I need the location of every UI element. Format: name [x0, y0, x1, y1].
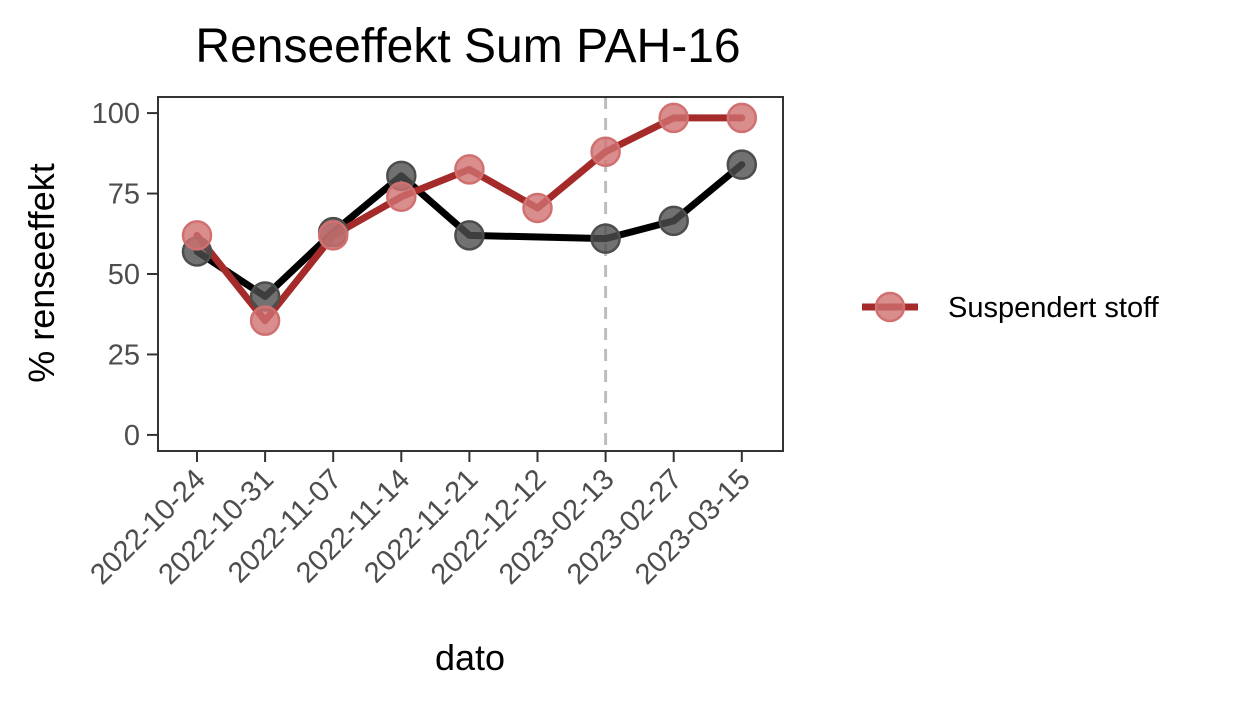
- data-point-black: [454, 220, 485, 251]
- data-point-red: [181, 220, 213, 251]
- axis-layer: 02550751002022-10-242022-10-312022-11-07…: [84, 96, 784, 591]
- y-axis-title: % renseeffekt: [21, 163, 62, 382]
- y-tick-label: 25: [108, 339, 140, 371]
- data-point-black: [590, 223, 621, 254]
- y-tick-label: 0: [124, 420, 140, 452]
- data-point-red: [726, 102, 758, 134]
- legend-key-point: [874, 291, 906, 323]
- data-point-red: [386, 181, 417, 213]
- data-point-red: [317, 220, 349, 251]
- data-point-red: [590, 136, 621, 167]
- x-axis-title: dato: [435, 637, 505, 678]
- y-tick-label: 100: [92, 98, 140, 130]
- data-point-black: [658, 205, 689, 237]
- data-point-red: [522, 192, 553, 224]
- data-point-red: [249, 305, 281, 336]
- legend: Suspendert stoff: [862, 291, 1160, 324]
- data-point-red: [454, 154, 485, 185]
- legend-label: Suspendert stoff: [948, 292, 1160, 324]
- data-point-red: [658, 102, 689, 134]
- y-tick-label: 50: [108, 259, 140, 291]
- data-point-black: [726, 149, 758, 180]
- plot-layer: [181, 97, 758, 451]
- chart-title: Renseeffekt Sum PAH-16: [195, 20, 740, 73]
- plot-panel-border: [157, 96, 784, 452]
- y-tick-label: 75: [108, 179, 140, 211]
